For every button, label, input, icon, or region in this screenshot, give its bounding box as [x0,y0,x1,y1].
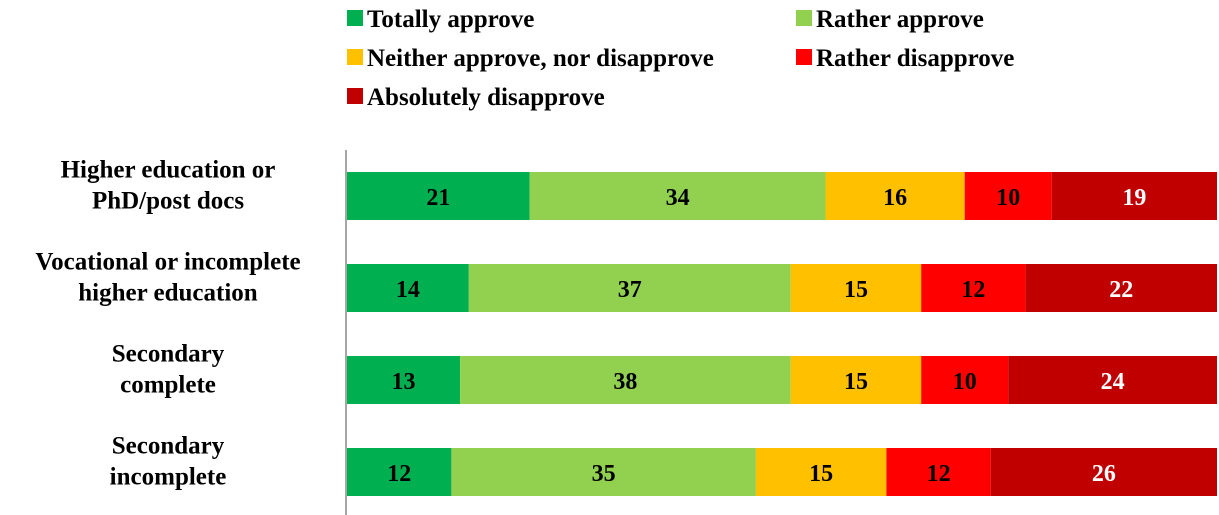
data-label-totally-approve: 14 [396,277,420,303]
bar-segment-rather-disapprove [964,172,1052,220]
data-label-rather-disapprove: 12 [961,277,985,303]
data-label-absolutely-disapprove: 22 [1109,277,1133,303]
bar-segment-rather-approve [460,356,791,404]
bar-segment-rather-approve [468,264,791,312]
bar-segment-neither-approve-nor-disapprove [790,356,922,404]
legend-label-rather-disapprove: Rather disapprove [816,45,1014,72]
legend-swatch-absolutely-disapprove [347,88,363,104]
category-label: Vocational or incomplete higher education [35,249,300,307]
bar-segment-absolutely-disapprove [1051,172,1217,220]
data-label-totally-approve: 13 [392,369,416,395]
data-label-totally-approve: 12 [387,461,411,487]
bar-segment-neither-approve-nor-disapprove [790,264,922,312]
data-label-rather-approve: 38 [613,369,637,395]
legend: Totally approve Rather approve Neither app… [347,6,1014,111]
bar-segment-neither-approve-nor-disapprove [755,448,887,496]
data-label-rather-disapprove: 10 [996,185,1020,211]
data-label-rather-approve: 35 [592,461,616,487]
category-label: Secondary complete [112,341,225,399]
legend-swatch-totally-approve [347,10,363,26]
bar-segment-rather-disapprove [921,264,1026,312]
category-labels: Higher education or PhD/post docs Vocation… [35,157,300,491]
bar-segment-absolutely-disapprove [990,448,1217,496]
bar-segment-rather-disapprove [921,356,1009,404]
data-label-rather-approve: 34 [666,185,690,211]
data-label-neither-approve-nor-disapprove: 15 [844,277,868,303]
data-label-neither-approve-nor-disapprove: 16 [883,185,907,211]
bar-segment-neither-approve-nor-disapprove [825,172,965,220]
bar-segment-totally-approve [347,356,461,404]
data-label-absolutely-disapprove: 19 [1122,185,1146,211]
bar-segment-totally-approve [347,264,469,312]
data-label-absolutely-disapprove: 26 [1092,461,1116,487]
bar-segment-rather-disapprove [886,448,991,496]
legend-label-totally-approve: Totally approve [367,6,534,33]
bar-segment-totally-approve [347,172,530,220]
legend-label-neither-approve-nor-disapprove: Neither approve, nor disapprove [367,45,714,72]
legend-swatch-rather-disapprove [796,49,812,65]
legend-swatch-neither-approve-nor-disapprove [347,49,363,65]
bar-segment-totally-approve [347,448,452,496]
bar-segment-absolutely-disapprove [1025,264,1217,312]
data-label-rather-disapprove: 12 [927,461,951,487]
bar-segment-rather-approve [451,448,756,496]
category-label: Higher education or PhD/post docs [61,157,276,215]
data-label-totally-approve: 21 [426,185,450,211]
data-label-rather-disapprove: 10 [953,369,977,395]
legend-swatch-rather-approve [796,10,812,26]
data-label-neither-approve-nor-disapprove: 15 [844,369,868,395]
plot-area: 21 34 16 10 19 14 37 15 12 22 13 38 15 10 24 12 35 15 12 26 [347,172,1217,496]
bar-segment-absolutely-disapprove [1008,356,1217,404]
bar-segment-rather-approve [529,172,826,220]
data-label-neither-approve-nor-disapprove: 15 [809,461,833,487]
legend-label-rather-approve: Rather approve [816,6,984,33]
category-label: Secondary incomplete [110,433,227,491]
data-label-rather-approve: 37 [618,277,642,303]
data-label-absolutely-disapprove: 24 [1101,369,1125,395]
legend-label-absolutely-disapprove: Absolutely disapprove [367,84,605,111]
